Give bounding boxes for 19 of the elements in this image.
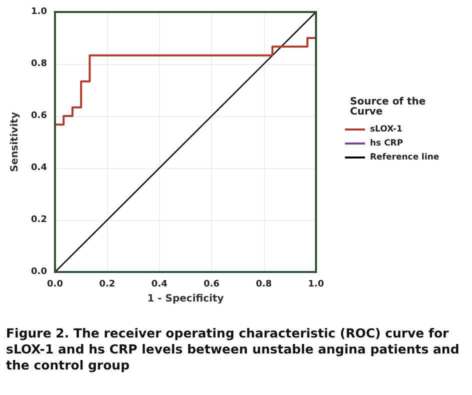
y-tick-label: 0.0 [31,267,47,277]
x-tick-label: 0.2 [99,280,116,290]
legend-label: Reference line [370,152,440,162]
x-axis-title: 1 - Specificity [147,294,224,304]
x-tick-label: 0.4 [151,280,168,290]
legend-label: sLOX-1 [370,124,402,134]
y-tick-label: 1.0 [31,7,47,17]
y-tick-label: 0.6 [31,111,47,121]
x-tick-label: 1.0 [308,280,324,290]
legend-title: Source of the Curve [350,96,430,118]
x-tick-label: 0.0 [47,280,63,290]
legend-label: hs CRP [370,138,404,148]
y-tick-label: 0.4 [31,163,47,173]
x-tick-label: 0.6 [204,280,220,290]
y-axis-title: Sensitivity [10,112,21,172]
x-tick-label: 0.8 [256,280,272,290]
caption: Figure 2. The receiver operating characteristic (ROC) curve for sLOX-1 and hs CRP levels between unstable angina patients and the control group [6,326,464,372]
y-tick-label: 0.8 [31,59,47,69]
y-tick-label: 0.2 [31,215,47,225]
